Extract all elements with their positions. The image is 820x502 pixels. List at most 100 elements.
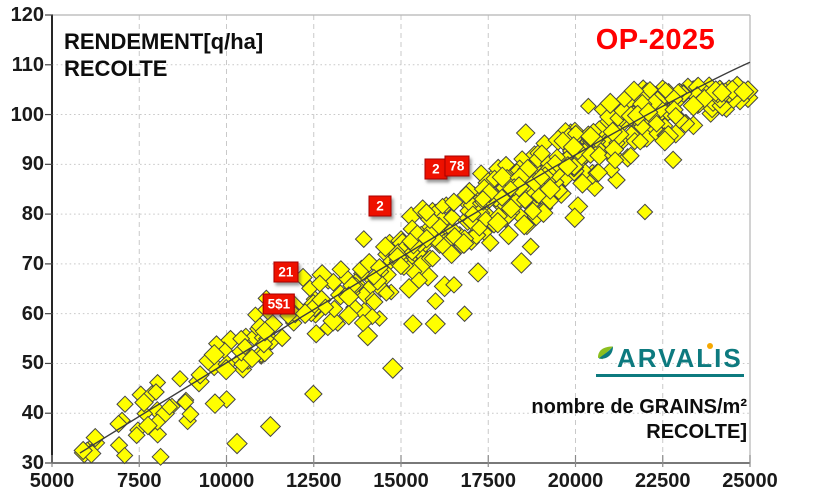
scatter-point <box>255 344 274 363</box>
y-tick-label: 100 <box>10 103 44 126</box>
scatter-point <box>365 268 383 286</box>
scatter-point <box>109 414 128 434</box>
scatter-point <box>523 201 543 221</box>
x-tick-label: 7500 <box>117 470 162 492</box>
scatter-point <box>491 166 514 188</box>
x-axis-title: nombre de GRAINS/m² RECOLTE] <box>531 395 747 445</box>
scatter-point <box>473 190 492 209</box>
scatter-point <box>363 307 381 326</box>
scatter-point <box>445 276 463 294</box>
scatter-point <box>134 392 154 413</box>
y-tick-label: 50 <box>21 352 44 375</box>
scatter-point <box>733 81 755 103</box>
logo-text: ARVALIS <box>617 343 743 373</box>
y-tick-label: 70 <box>21 252 44 275</box>
scatter-point <box>647 114 666 133</box>
scatter-point <box>540 191 560 211</box>
scatter-point <box>605 151 625 170</box>
scatter-point <box>515 123 536 143</box>
scatter-point <box>486 211 509 234</box>
scatter-point <box>401 232 420 251</box>
scatter-point <box>410 271 428 290</box>
scatter-point <box>442 208 462 227</box>
scatter-point <box>354 230 373 249</box>
scatter-point <box>147 383 165 401</box>
scatter-point <box>190 365 210 385</box>
scatter-point <box>426 292 445 311</box>
scatter-point <box>254 334 274 354</box>
scatter-point <box>116 395 134 413</box>
y-tick-label: 60 <box>21 302 44 325</box>
scatter-point <box>171 369 189 388</box>
x-tick-label: 22500 <box>634 470 691 492</box>
x-tick-label: 20000 <box>547 470 604 492</box>
scatter-point <box>138 415 158 436</box>
scatter-point <box>572 173 593 194</box>
scatter-point <box>453 233 475 255</box>
y-tick-label: 30 <box>21 452 44 474</box>
scatter-point <box>444 192 464 212</box>
scatter-point <box>521 237 540 256</box>
x-axis-title-line2: RECOLTE] <box>646 421 747 443</box>
scatter-point <box>564 207 586 229</box>
scatter-point <box>621 146 640 165</box>
scatter-point <box>456 185 476 205</box>
scatter-point <box>682 94 705 117</box>
scatter-point <box>176 393 195 412</box>
scatter-point <box>259 415 282 438</box>
y-axis-title-line2: RECOLTE <box>64 56 168 81</box>
scatter-point <box>467 262 489 283</box>
scatter-point <box>638 102 659 123</box>
scatter-point <box>160 398 179 416</box>
scatter-point <box>666 106 685 126</box>
scatter-point <box>589 145 610 166</box>
scatter-point <box>423 249 442 268</box>
scatter-point <box>615 90 634 108</box>
logo-underline <box>596 374 744 377</box>
scatter-point <box>382 357 404 379</box>
leaf-icon <box>598 346 613 360</box>
scatter-point <box>323 272 343 292</box>
scatter-point <box>579 97 597 115</box>
scatter-point <box>374 236 396 258</box>
scatter-point <box>115 446 134 465</box>
x-tick-label: 10000 <box>198 470 255 492</box>
scatter-point <box>391 256 411 276</box>
scatter-point <box>636 203 654 221</box>
y-tick-label: 110 <box>11 53 44 76</box>
trend-line <box>79 61 751 454</box>
scatter-point <box>656 81 675 99</box>
scatter-point <box>85 427 105 448</box>
scatter-point <box>532 144 552 163</box>
scatter-point <box>359 252 380 273</box>
scatter-point <box>148 413 167 431</box>
scatter-point <box>236 337 254 356</box>
x-tick-label: 17500 <box>460 470 517 492</box>
scatter-point <box>441 244 462 265</box>
scatter-point <box>480 233 500 253</box>
x-tick-label: 5000 <box>29 470 75 492</box>
scatter-point <box>127 426 146 445</box>
scatter-point <box>498 224 519 246</box>
scatter-point <box>204 393 226 415</box>
annotation-badge: 5$1 <box>262 293 296 315</box>
annotation-badge: 21 <box>273 261 299 283</box>
scatter-point <box>377 284 395 302</box>
x-tick-label: 12500 <box>285 470 342 492</box>
campaign-badge: OP-2025 <box>595 24 716 56</box>
scatter-point <box>338 304 360 326</box>
scatter-point <box>500 198 522 219</box>
annotation-badge: 2 <box>368 195 392 217</box>
scatter-point <box>510 252 533 274</box>
scatter-point <box>242 348 262 369</box>
scatter-point <box>217 390 236 409</box>
scatter-point <box>272 328 292 348</box>
scatter-point <box>322 310 344 332</box>
annotation-badge: 78 <box>444 155 470 177</box>
scatter-point <box>502 180 520 198</box>
scatter-point <box>654 130 676 152</box>
scatter-point <box>310 274 329 293</box>
scatter-point <box>403 314 423 334</box>
scatter-point <box>424 313 446 335</box>
